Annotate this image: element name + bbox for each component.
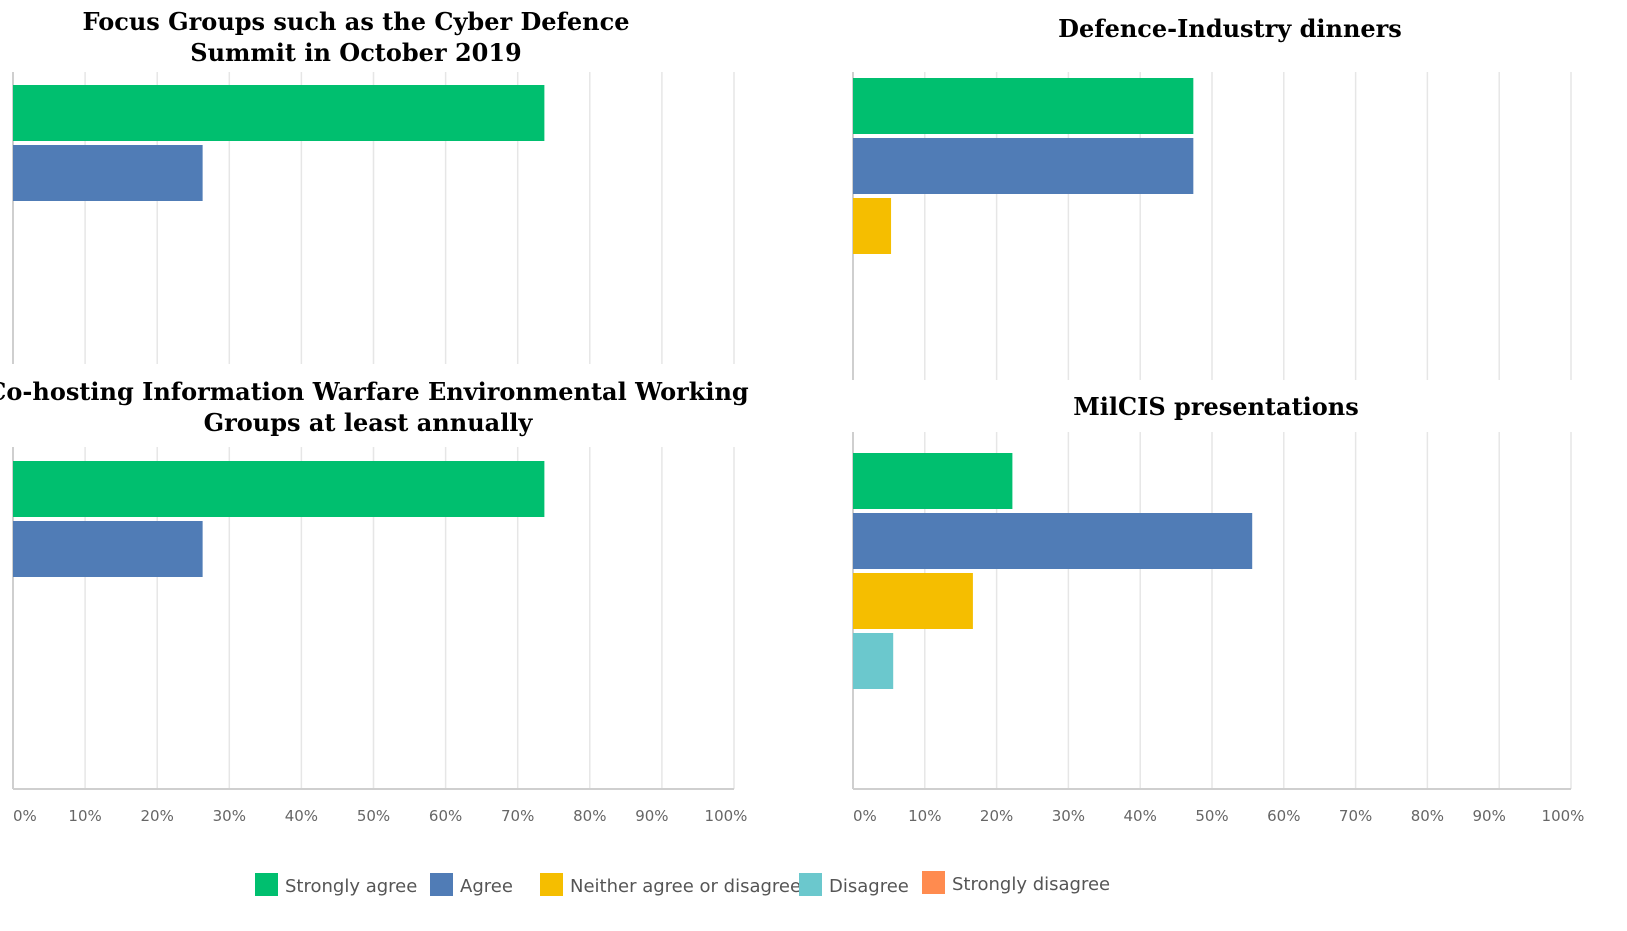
legend-label: Strongly agree (285, 876, 417, 897)
x-tick-label: 100% (1542, 807, 1585, 825)
x-tick-label: 0% (853, 807, 877, 825)
chart-panel-2: Defence-Industry dinners (852, 14, 1572, 380)
x-tick-label: 20% (141, 807, 174, 825)
legend-swatch (922, 871, 945, 894)
chart-panel-4: MilCIS presentations 0% 10% 20% 30% 40% 50% 60%… (852, 392, 1585, 825)
chart-title-line: Summit in October 2019 (190, 38, 522, 67)
legend: Strongly agree Agree Neither agree or disa… (255, 871, 1110, 897)
x-tick-label: 0% (13, 807, 37, 825)
chart-title-line: Groups at least annually (204, 408, 534, 437)
chart-title-line: Focus Groups such as the Cyber Defence (83, 7, 630, 36)
bar-strongly-agree (853, 78, 1194, 134)
legend-label: Agree (460, 876, 513, 897)
bar-agree (853, 513, 1253, 569)
chart-panel-3: Co-hosting Information Warfare Environme… (0, 377, 749, 825)
x-tick-label: 70% (1339, 807, 1372, 825)
bar-agree (853, 138, 1194, 194)
chart-title-line: Defence-Industry dinners (1058, 14, 1402, 43)
x-tick-label: 30% (1052, 807, 1085, 825)
bar-neither-agree-or-disagree (853, 573, 973, 629)
x-tick-label: 40% (1124, 807, 1157, 825)
x-tick-label: 50% (357, 807, 390, 825)
bar-neither-agree-or-disagree (853, 198, 892, 254)
x-tick-label: 50% (1195, 807, 1228, 825)
x-tick-label: 80% (1411, 807, 1444, 825)
x-tick-label: 100% (705, 807, 748, 825)
x-tick-label: 60% (429, 807, 462, 825)
x-tick-label: 30% (213, 807, 246, 825)
legend-swatch (430, 873, 453, 896)
bar-strongly-agree (853, 453, 1013, 509)
legend-label: Disagree (829, 876, 909, 897)
legend-swatch (799, 873, 822, 896)
x-tick-label: 90% (635, 807, 668, 825)
x-tick-label: 60% (1267, 807, 1300, 825)
x-tick-label: 70% (501, 807, 534, 825)
legend-swatch (540, 873, 563, 896)
bar-agree (13, 145, 203, 201)
chart-title-line: Co-hosting Information Warfare Environme… (0, 377, 749, 406)
legend-swatch (255, 873, 278, 896)
legend-label: Neither agree or disagree (570, 876, 801, 897)
x-tick-label: 40% (285, 807, 318, 825)
legend-label: Strongly disagree (952, 874, 1110, 895)
x-tick-label: 90% (1473, 807, 1506, 825)
bar-strongly-agree (13, 85, 545, 141)
x-tick-label: 80% (573, 807, 606, 825)
x-tick-label: 10% (908, 807, 941, 825)
bar-strongly-agree (13, 461, 545, 517)
bar-disagree (853, 633, 894, 689)
chart-title-line: MilCIS presentations (1073, 392, 1359, 421)
bar-agree (13, 521, 203, 577)
x-tick-label: 20% (980, 807, 1013, 825)
chart-panel-1: Focus Groups such as the Cyber DefenceSu… (12, 7, 735, 364)
x-tick-label: 10% (68, 807, 101, 825)
